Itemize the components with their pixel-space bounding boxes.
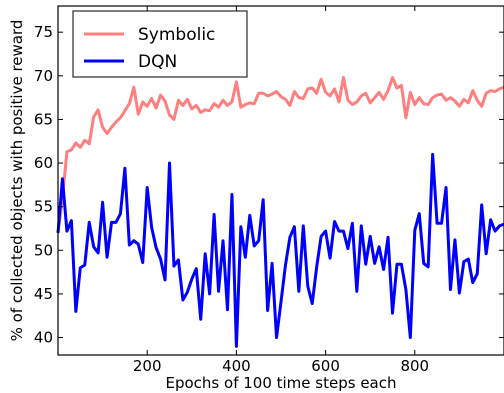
x-axis-label: Epochs of 100 time steps each <box>166 374 397 392</box>
x-tick-label: 400 <box>222 357 251 375</box>
y-tick-label: 55 <box>34 198 53 216</box>
x-tick-label: 600 <box>311 357 340 375</box>
y-axis-label: % of collected objects with positive rew… <box>8 20 26 342</box>
ticks-layer: 200 400 600 800 40 45 50 55 60 65 70 75 <box>34 6 504 375</box>
y-tick-label: 45 <box>34 285 53 303</box>
legend-label-dqn: DQN <box>138 52 177 72</box>
y-tick-label: 40 <box>34 329 53 347</box>
y-tick-label: 50 <box>34 241 53 259</box>
y-tick-label: 65 <box>34 110 53 128</box>
legend: Symbolic DQN <box>72 10 248 78</box>
series-line-dqn <box>56 152 504 348</box>
y-tick-label: 60 <box>34 154 53 172</box>
legend-label-symbolic: Symbolic <box>138 25 215 45</box>
plot-frame <box>57 5 504 356</box>
x-tick-label: 200 <box>133 357 162 375</box>
legend-box <box>72 10 248 78</box>
y-tick-label: 70 <box>34 67 53 85</box>
x-tick-label: 800 <box>400 357 429 375</box>
y-tick-label: 75 <box>34 23 53 41</box>
series-layer <box>56 76 504 348</box>
series-line-symbolic <box>56 76 504 234</box>
